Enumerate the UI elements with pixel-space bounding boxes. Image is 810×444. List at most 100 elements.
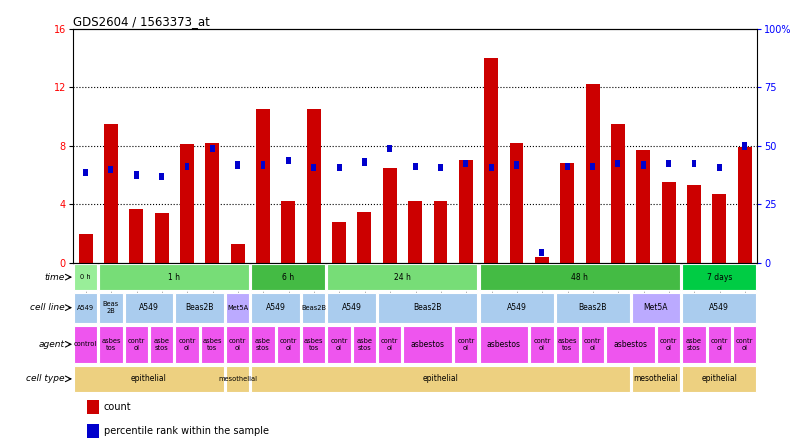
Bar [134,171,139,179]
Text: A549: A549 [77,305,94,311]
Text: 1 h: 1 h [168,273,181,281]
FancyBboxPatch shape [378,325,402,363]
FancyBboxPatch shape [125,325,148,363]
Bar [717,164,722,171]
Bar [261,161,266,169]
FancyBboxPatch shape [100,264,249,290]
FancyBboxPatch shape [657,325,680,363]
Bar [412,163,418,170]
Text: time: time [45,273,65,281]
Bar [180,144,194,263]
Text: contr
ol: contr ol [584,338,601,351]
FancyBboxPatch shape [74,293,97,323]
Bar [590,163,595,170]
Bar [332,222,346,263]
Bar [641,161,646,169]
FancyBboxPatch shape [682,366,757,392]
Bar [408,202,422,263]
Text: epithelial: epithelial [423,374,458,383]
FancyBboxPatch shape [327,293,376,323]
Bar [458,160,473,263]
Bar [210,145,215,152]
Text: A549: A549 [506,303,526,312]
FancyBboxPatch shape [733,325,757,363]
Bar [231,244,245,263]
FancyBboxPatch shape [201,325,224,363]
Bar [539,249,544,256]
Text: A549: A549 [139,303,159,312]
Text: agent: agent [39,340,65,349]
Bar [742,142,747,150]
Text: Beas2B: Beas2B [414,303,442,312]
Text: A549: A549 [266,303,286,312]
Bar [666,160,671,167]
Bar [433,202,447,263]
Text: Beas2B: Beas2B [301,305,326,311]
FancyBboxPatch shape [226,293,249,323]
Text: control: control [74,341,97,347]
Bar [185,163,190,170]
Bar [235,161,240,169]
Text: Met5A: Met5A [227,305,248,311]
Bar [256,109,270,263]
Text: Beas
2B: Beas 2B [103,301,119,314]
Bar [286,157,291,164]
FancyBboxPatch shape [581,325,604,363]
FancyBboxPatch shape [353,325,376,363]
FancyBboxPatch shape [378,293,477,323]
Text: count: count [104,402,131,412]
Bar [362,159,367,166]
Text: contr
ol: contr ol [457,338,475,351]
Bar [712,194,727,263]
Bar [206,143,220,263]
FancyBboxPatch shape [531,325,553,363]
Text: Met5A: Met5A [644,303,668,312]
Bar [561,163,574,263]
Text: contr
ol: contr ol [533,338,551,351]
FancyBboxPatch shape [682,293,757,323]
Bar [104,124,118,263]
Text: epithelial: epithelial [131,374,167,383]
Bar [687,185,701,263]
FancyBboxPatch shape [632,366,680,392]
Bar [387,145,392,152]
Text: asbes
tos: asbes tos [202,338,222,351]
Text: Beas2B: Beas2B [578,303,607,312]
Text: contr
ol: contr ol [229,338,246,351]
Bar [616,160,620,167]
Text: asbe
stos: asbe stos [686,338,702,351]
Text: 24 h: 24 h [394,273,411,281]
Bar [514,161,519,169]
FancyBboxPatch shape [226,366,249,392]
FancyBboxPatch shape [251,366,629,392]
Bar [130,209,143,263]
FancyBboxPatch shape [74,264,97,290]
Bar [337,164,342,171]
Bar [484,58,498,263]
Text: epithelial: epithelial [701,374,737,383]
Bar [383,168,397,263]
FancyBboxPatch shape [480,264,680,290]
Text: contr
ol: contr ol [330,338,347,351]
FancyBboxPatch shape [74,325,97,363]
Bar [463,160,468,167]
FancyBboxPatch shape [302,325,326,363]
FancyBboxPatch shape [125,293,173,323]
FancyBboxPatch shape [708,325,731,363]
FancyBboxPatch shape [74,366,224,392]
Text: 0 h: 0 h [80,274,91,280]
Bar [662,182,676,263]
Text: GDS2604 / 1563373_at: GDS2604 / 1563373_at [73,15,210,28]
Bar [109,166,113,173]
FancyBboxPatch shape [302,293,326,323]
Text: asbe
stos: asbe stos [255,338,271,351]
FancyBboxPatch shape [251,293,300,323]
Text: asbe
stos: asbe stos [154,338,169,351]
Text: asbestos: asbestos [614,340,648,349]
Text: contr
ol: contr ol [128,338,145,351]
Bar [637,150,650,263]
Bar [438,164,443,171]
Text: A549: A549 [710,303,729,312]
FancyBboxPatch shape [251,264,326,290]
Text: contr
ol: contr ol [381,338,399,351]
